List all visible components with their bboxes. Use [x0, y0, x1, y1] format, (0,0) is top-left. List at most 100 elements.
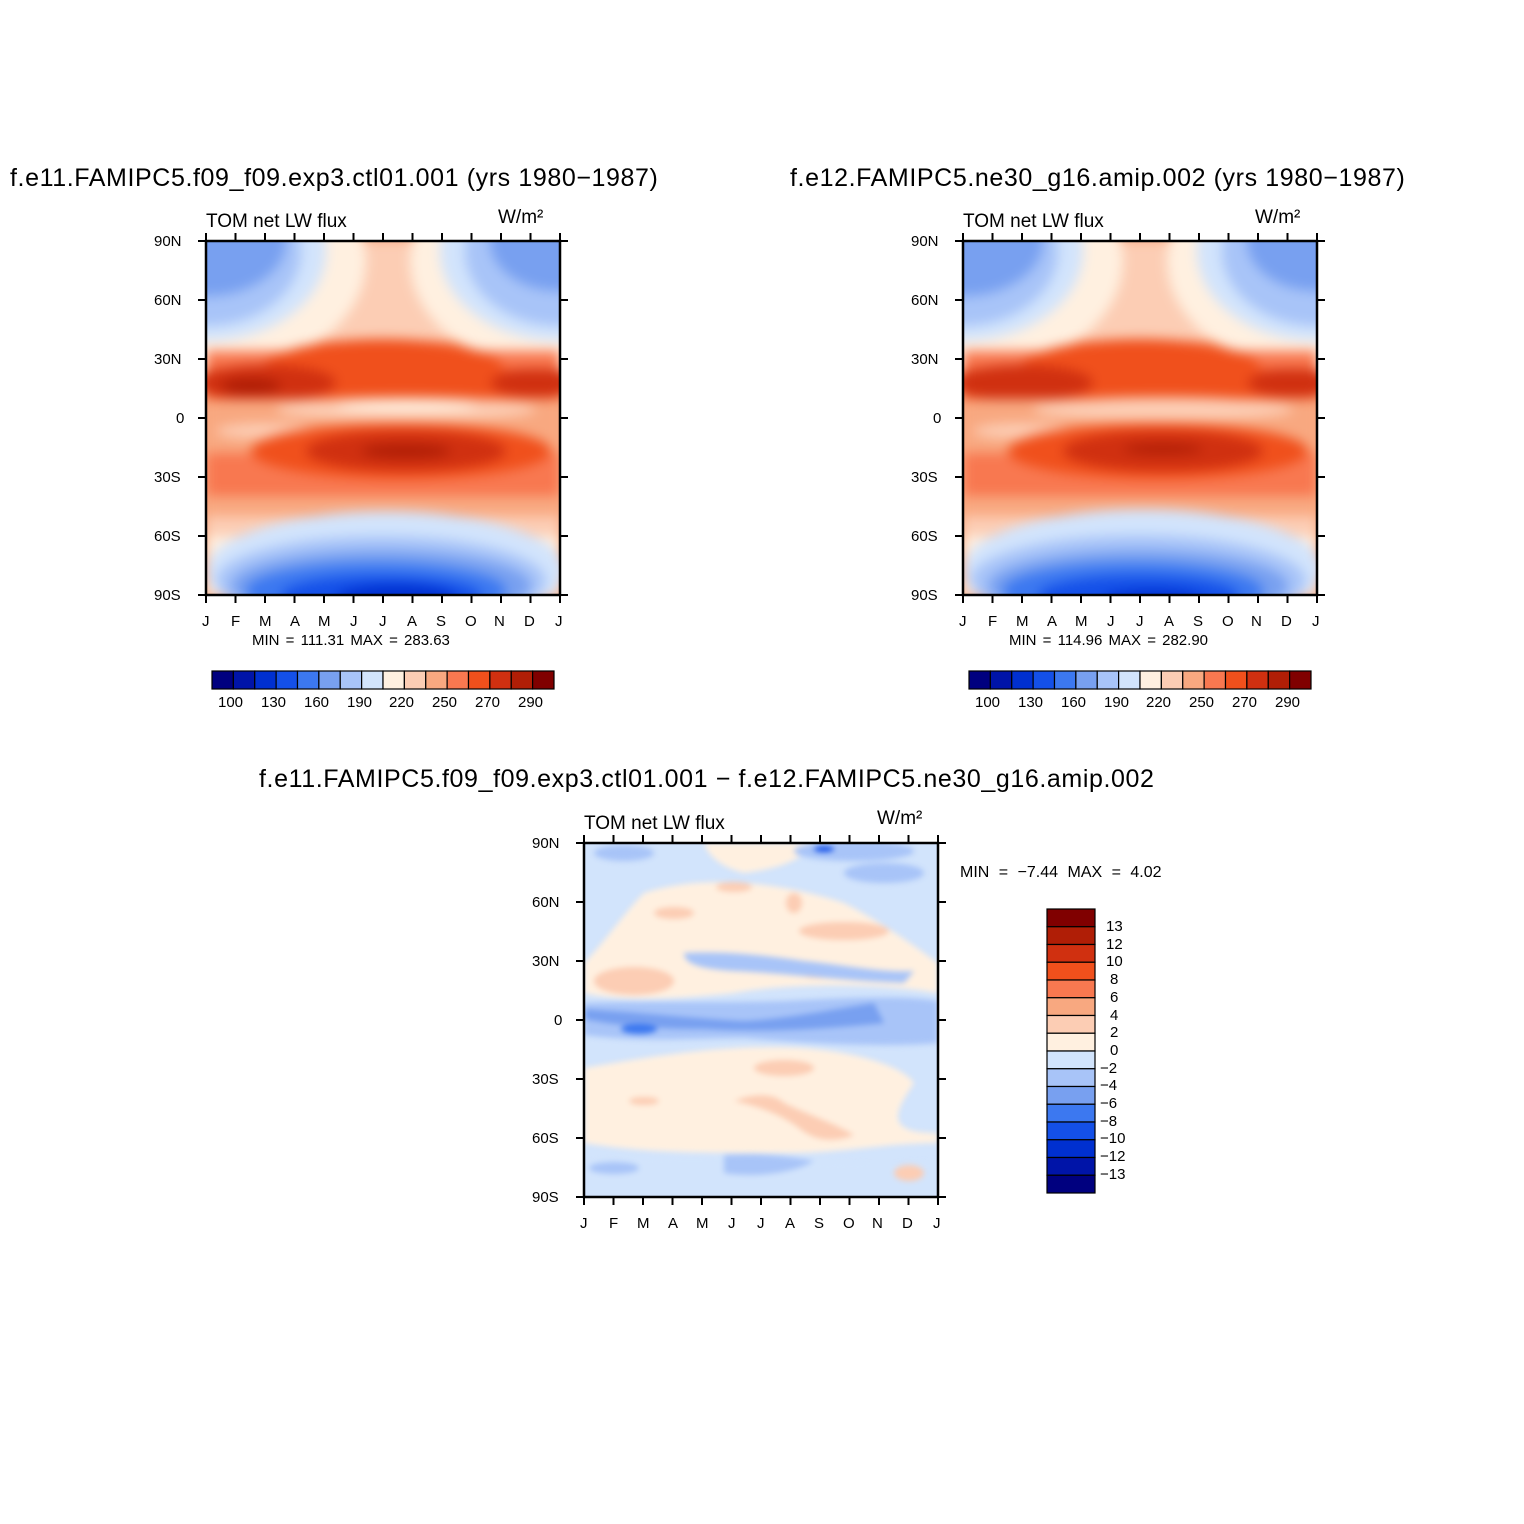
p1-cb-label: 100	[218, 694, 244, 711]
p3-xtick: A	[668, 1215, 679, 1232]
p3-neg-eq-deep	[584, 1003, 884, 1031]
p1-cb-label: 190	[347, 694, 373, 711]
p3-xticks: J F M A M J J A S O N D J	[574, 1215, 948, 1233]
colorbar-swatch	[1289, 670, 1312, 690]
p3-ytick-0: 0	[554, 1012, 563, 1029]
p1-ytick-0: 0	[176, 410, 185, 427]
panel2-units-label: W/m²	[1255, 207, 1301, 228]
p3-ytick-60n: 60N	[532, 894, 560, 911]
p2-ytick-30s: 30S	[911, 469, 938, 486]
p1-xtick: N	[494, 613, 505, 630]
p3-pos-nh-spot3	[799, 922, 889, 940]
p2-xtick: J	[959, 613, 967, 630]
p2-colorbar	[968, 670, 1312, 690]
colorbar-swatch	[1046, 1139, 1096, 1159]
colorbar-swatch	[254, 670, 277, 690]
p2-cb-label: 220	[1146, 694, 1172, 711]
panel2-title: f.e12.FAMIPC5.ne30_g16.amip.002 (yrs 198…	[790, 164, 1406, 192]
colorbar-swatch	[339, 670, 363, 690]
p2-cb-label: 250	[1189, 694, 1215, 711]
p1-ytick-90s: 90S	[154, 587, 181, 604]
p3-cb-label: −2	[1100, 1059, 1118, 1077]
colorbar-swatch	[1046, 1121, 1096, 1141]
p3-xtick: F	[609, 1215, 619, 1232]
p3-cb-label: 8	[1110, 971, 1119, 989]
colorbar-swatch	[1224, 670, 1248, 690]
p2-xtick: J	[1312, 613, 1320, 630]
colorbar-swatch	[361, 670, 384, 690]
p2-xtick: N	[1251, 613, 1262, 630]
colorbar-swatch	[296, 670, 320, 690]
p2-cb-label: 190	[1104, 694, 1130, 711]
p2-ant-5	[1038, 576, 1238, 595]
p1-xtick: A	[407, 613, 418, 630]
p3-pos-sh-spot1	[754, 1060, 814, 1076]
colorbar-swatch	[1046, 1068, 1096, 1088]
colorbar-swatch	[1075, 670, 1098, 690]
colorbar-swatch	[211, 670, 234, 690]
p3-cb-label: 10	[1106, 953, 1123, 971]
p1-cb-label: 130	[261, 694, 287, 711]
colorbar-swatch	[1046, 908, 1096, 928]
colorbar-swatch	[489, 670, 512, 690]
p3-xtick: O	[843, 1215, 855, 1232]
p3-xtick: J	[757, 1215, 765, 1232]
p2-xtick: J	[1136, 613, 1144, 630]
panel1-variable-label: TOM net LW flux	[206, 211, 347, 232]
p1-xtick: O	[465, 613, 477, 630]
p1-xtick: F	[231, 613, 241, 630]
p1-xtick: D	[524, 613, 535, 630]
p3-ytick-60s: 60S	[532, 1130, 559, 1147]
p1-20s-core	[361, 444, 451, 458]
p2-xtick: M	[1016, 613, 1029, 630]
p3-cb-label: −4	[1100, 1077, 1118, 1095]
colorbar-swatch	[382, 670, 405, 690]
p2-nh-cold-left4	[963, 241, 1043, 296]
p2-ytick-90s: 90S	[911, 587, 938, 604]
p1-ytick-90n: 90N	[154, 233, 182, 250]
p2-ytick-60s: 60S	[911, 528, 938, 545]
p2-xtick: A	[1164, 613, 1175, 630]
p3-cb-label: 4	[1110, 1006, 1119, 1024]
p1-xtick: J	[555, 613, 563, 630]
p3-cb-label: −12	[1100, 1148, 1126, 1166]
p1-colorbar	[211, 670, 555, 690]
p1-xticks: J F M A M J J A S O N D J	[196, 613, 570, 631]
panel3-variable-label: TOM net LW flux	[584, 813, 725, 834]
colorbar-swatch	[1046, 979, 1096, 999]
colorbar-swatch	[232, 670, 256, 690]
p1-cb-label: 290	[518, 694, 544, 711]
colorbar-swatch	[1182, 670, 1205, 690]
p1-xtick: J	[202, 613, 210, 630]
panel3-plot	[576, 835, 946, 1205]
p3-xtick: J	[933, 1215, 941, 1232]
p2-xtick: O	[1222, 613, 1234, 630]
colorbar-swatch	[1046, 1156, 1096, 1176]
p3-neg-sh-band	[724, 1154, 814, 1175]
p3-pos-nh-spot1	[594, 967, 674, 995]
p3-ytick-90n: 90N	[532, 835, 560, 852]
p3-cb-label: 0	[1110, 1041, 1119, 1059]
p2-xtick: M	[1075, 613, 1088, 630]
p3-xtick: J	[580, 1215, 588, 1232]
panel2-variable-label: TOM net LW flux	[963, 211, 1104, 232]
colorbar-swatch	[467, 670, 491, 690]
colorbar-swatch	[1011, 670, 1034, 690]
colorbar-swatch	[425, 670, 448, 690]
p2-cb-label: 160	[1061, 694, 1087, 711]
colorbar-swatch	[1160, 670, 1184, 690]
p3-xtick: J	[728, 1215, 736, 1232]
colorbar-swatch	[1267, 670, 1291, 690]
colorbar-swatch	[275, 670, 299, 690]
colorbar-swatch	[968, 670, 991, 690]
p3-neg-top3	[814, 846, 834, 852]
p2-nh-cold-right4	[1247, 241, 1317, 291]
p2-cb-label: 270	[1232, 694, 1258, 711]
colorbar-swatch	[1046, 1103, 1096, 1123]
colorbar-swatch	[1096, 670, 1120, 690]
p3-xtick: M	[637, 1215, 650, 1232]
p3-colorbar	[1046, 908, 1096, 1194]
p3-xtick: D	[902, 1215, 913, 1232]
p3-xtick: N	[872, 1215, 883, 1232]
p1-xtick: S	[436, 613, 447, 630]
